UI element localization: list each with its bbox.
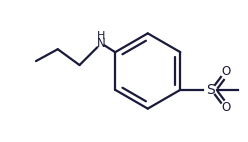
Text: N: N (97, 37, 106, 50)
Text: O: O (221, 65, 231, 79)
Text: S: S (206, 83, 215, 97)
Text: O: O (221, 101, 231, 114)
Text: H: H (97, 31, 105, 41)
